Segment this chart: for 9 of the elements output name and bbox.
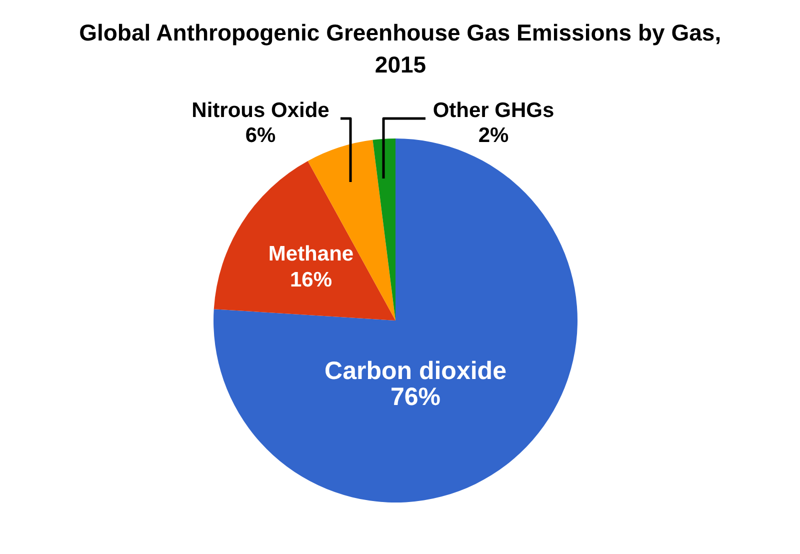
data-label: 16% — [290, 268, 332, 292]
slice-label: Carbon dioxide — [324, 357, 507, 386]
slice-label: Methane — [268, 242, 354, 266]
slice-label: Nitrous Oxide — [192, 99, 330, 122]
slice-label: Other GHGs — [432, 99, 554, 122]
chart-title: Global Anthropogenic Greenhouse Gas Emissions by Gas, 2015 — [79, 20, 722, 78]
data-label: 76% — [390, 383, 441, 412]
data-label: 2% — [478, 124, 510, 147]
data-label: 6% — [245, 124, 276, 147]
